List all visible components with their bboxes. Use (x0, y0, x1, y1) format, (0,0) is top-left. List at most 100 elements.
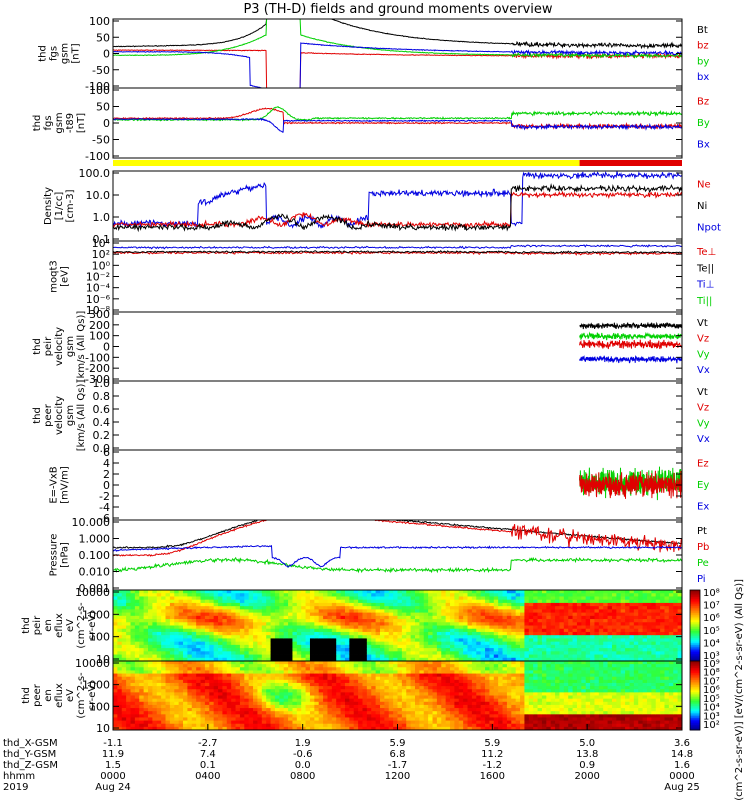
y-axis-label: [mV/m] (60, 466, 71, 504)
peir-spectrogram-cells (113, 590, 683, 662)
y-tick-label: 1.000 (79, 533, 111, 546)
y-tick-label: 0.6 (93, 403, 111, 416)
legend-Vt: Vt (697, 318, 708, 329)
y-tick-label: 0 (103, 479, 110, 492)
y-axis-label: thd (38, 45, 49, 62)
x-tick-label: 6.8 (390, 749, 406, 760)
x-row-label: hhmm (3, 771, 35, 782)
legend-Vy: Vy (697, 349, 710, 360)
peir-colorbar-tick: 10³ (703, 651, 720, 662)
y-tick-label: 1.0 (93, 211, 111, 224)
legend-Vt: Vt (697, 387, 708, 398)
y-tick-label: 10⁻⁴ (86, 282, 111, 295)
y-tick-label: 1.0 (93, 377, 111, 390)
peer-colorbar-tick: 10³ (703, 711, 720, 722)
peir-colorbar-tick: 10⁴ (703, 638, 720, 649)
legend-by: by (697, 56, 709, 67)
y-axis-label: en (43, 619, 54, 632)
peer-colorbar-tick: 10⁷ (703, 676, 720, 687)
y-tick-label: 10⁻² (86, 271, 110, 284)
pt-trace (113, 520, 682, 549)
x-tick-label: 1.5 (105, 760, 121, 771)
legend-Ti⊥: Ti⊥ (696, 280, 714, 291)
x-tick-label: 1.6 (674, 760, 690, 771)
y-axis-label: peer (43, 403, 54, 427)
y-tick-label: 0 (103, 117, 110, 130)
flag-bar-red (579, 160, 682, 166)
y-axis-label: -t89 (65, 113, 76, 133)
y-axis-label: fgs (43, 115, 54, 130)
y-tick-label: 100.0 (79, 167, 111, 180)
peer-colorbar-tick: 10⁴ (703, 703, 720, 714)
y-tick-label: 0.2 (93, 429, 111, 442)
y-tick-label: -2 (99, 490, 110, 503)
te-perp-trace (113, 250, 682, 256)
y-axis-label: [nPa] (60, 542, 71, 568)
y-tick-label: 1000 (82, 679, 110, 692)
axes-layer: 10⁸10⁷10⁶10⁵10⁴10³10⁹10⁸10⁷10⁶10⁵10⁴10³1… (3, 15, 745, 800)
x-tick-label: 3.6 (674, 738, 690, 749)
y-tick-label: -100 (85, 150, 110, 163)
y-tick-label: 100 (89, 84, 110, 97)
legend-Ez: Ez (697, 459, 709, 470)
y-axis-label: en (43, 689, 54, 702)
x-tick-label: 0000 (100, 771, 125, 782)
legend-Bz: Bz (697, 97, 709, 108)
y-tick-label: 0.8 (93, 390, 111, 403)
y-axis-label: eV (65, 619, 76, 632)
peer-colorbar-tick: 10² (703, 720, 720, 731)
x-tick-label: 5.9 (390, 738, 406, 749)
y-axis-label: velocity (54, 396, 65, 435)
y-tick-label: 0.4 (93, 416, 111, 429)
data-layer (113, 19, 683, 731)
y-axis-label: velocity (54, 327, 65, 366)
y-tick-label: 10.0 (86, 189, 111, 202)
peir-colorbar-tick: 10⁵ (703, 626, 720, 637)
y-axis-label: thd (32, 338, 43, 355)
y-tick-label: 0 (103, 341, 110, 354)
legend-bx: bx (697, 72, 709, 83)
y-tick-label: 10² (92, 248, 110, 261)
y-tick-label: 10000 (75, 657, 110, 670)
te-par-trace (113, 250, 682, 255)
legend-Bx: Bx (697, 139, 710, 150)
y-axis-label: moqt3 (49, 260, 60, 293)
peir-colorbar-tick: 10⁸ (703, 588, 720, 599)
y-tick-label: 10⁻⁸ (86, 304, 111, 317)
legend-Pe: Pe (697, 558, 709, 569)
vy-peir-trace (579, 331, 682, 341)
y-tick-label: 10⁴ (92, 237, 111, 250)
peer-colorbar-tick: 10⁸ (703, 668, 720, 679)
y-tick-label: 0.1 (93, 233, 111, 246)
flag-bar-yellow (113, 160, 580, 166)
y-tick-label: 100 (89, 700, 110, 713)
x-tick-label: 5.0 (579, 738, 595, 749)
pb-trace (113, 520, 682, 557)
panel-peer_velocity: 1.00.80.60.40.20.0 thd peer velocity gsm [km/… (32, 377, 710, 455)
x-tick-label: 0400 (195, 771, 220, 782)
y-axis-label: [eV] (60, 266, 71, 287)
bx-trace (113, 42, 682, 88)
y-axis-label: eflux (54, 683, 65, 708)
y-axis-label: thd (32, 407, 43, 424)
y-tick-label: 100 (89, 15, 110, 28)
x-tick-label: 1600 (480, 771, 505, 782)
y-tick-label: -100 (85, 80, 110, 93)
y-axis-label: [km/s (All Qs)] (76, 380, 87, 452)
x-tick-label: -1.2 (483, 760, 503, 771)
y-tick-label: 10000 (75, 586, 110, 599)
y-axis-label: [nT] (71, 43, 82, 63)
colorbar-label: [eV/(cm^2-s-sr-eV)] [eV/(cm^2-s-sr-eV) (… (734, 579, 745, 800)
x-tick-label: 0.1 (200, 760, 216, 771)
y-tick-label: 0.100 (79, 549, 111, 562)
y-tick-label: 10⁻⁶ (86, 293, 111, 306)
vz-peir-trace (579, 339, 682, 350)
by-trace (113, 19, 682, 59)
x-tick-label: -1.7 (388, 760, 408, 771)
peer-colorbar-tick: 10⁶ (703, 685, 720, 696)
y-axis-label: [1/cc] (54, 192, 65, 221)
y-axis-label: peir (43, 336, 54, 356)
x-tick-label: 0000 (669, 771, 694, 782)
y-axis-label: gsm (54, 112, 65, 133)
